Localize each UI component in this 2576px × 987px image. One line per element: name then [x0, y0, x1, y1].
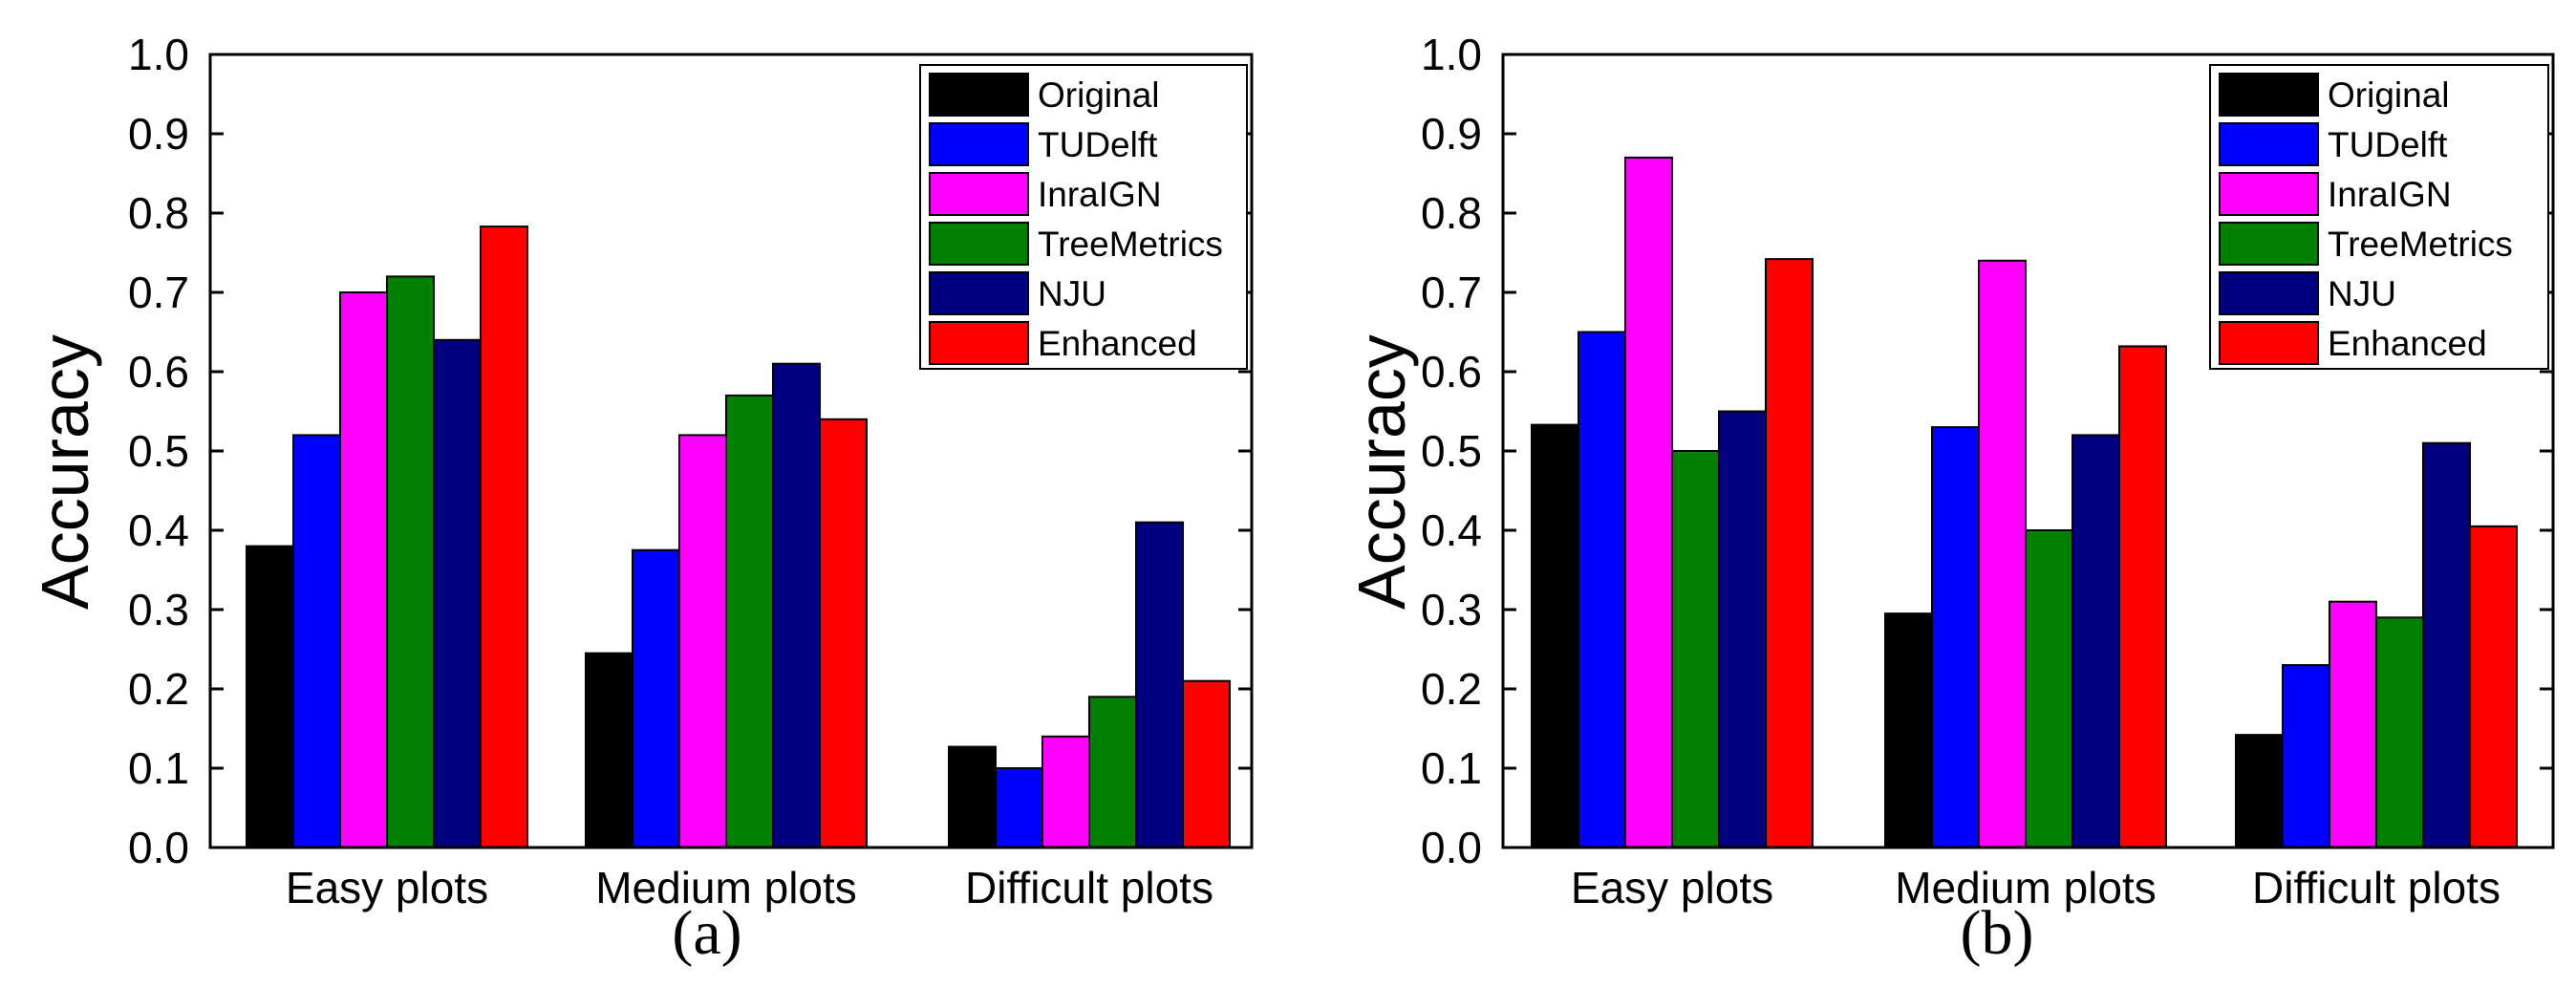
legend: Original TUDelft InraIGN TreeMetrics NJU Enha…: [2209, 64, 2549, 370]
legend-label-inraign: InraIGN: [1038, 175, 1162, 214]
bar-nju-easy-plots: [1718, 410, 1767, 848]
legend-label-tudelft: TUDelft: [2328, 125, 2448, 164]
bar-original-difficult-plots: [948, 745, 997, 849]
y-axis-label: Accuracy: [1344, 334, 1419, 610]
legend-swatch-original: [2219, 73, 2319, 117]
bar-treemetrics-medium-plots: [2025, 529, 2073, 848]
y-tick-label: 0.6: [128, 347, 189, 397]
legend-swatch-enhanced: [929, 321, 1029, 365]
legend-swatch-tudelft: [2219, 122, 2319, 166]
y-tick-label: 0.3: [1421, 585, 1482, 634]
y-tick-label: 0.5: [128, 426, 189, 476]
legend-label-treemetrics: TreeMetrics: [1038, 225, 1223, 264]
bar-inraign-difficult-plots: [2329, 600, 2377, 848]
legend-swatch-inraign: [929, 172, 1029, 216]
y-tick-label: 1.0: [1421, 30, 1482, 79]
x-category-label: Easy plots: [286, 863, 488, 912]
bar-tudelft-easy-plots: [1578, 331, 1626, 848]
panel-caption: (a): [672, 898, 741, 968]
legend-swatch-nju: [2219, 271, 2319, 315]
bar-nju-medium-plots: [2072, 434, 2120, 848]
y-tick-label: 0.6: [1421, 347, 1482, 397]
legend-swatch-treemetrics: [2219, 222, 2319, 266]
legend-swatch-original: [929, 73, 1029, 117]
bar-tudelft-difficult-plots: [995, 767, 1043, 848]
bar-nju-medium-plots: [772, 362, 821, 848]
y-tick-label: 0.4: [128, 505, 189, 555]
bar-nju-difficult-plots: [2422, 441, 2471, 848]
y-tick-label: 0.7: [1421, 268, 1482, 317]
bar-enhanced-easy-plots: [1765, 258, 1814, 848]
y-tick-label: 0.2: [128, 664, 189, 714]
bar-original-medium-plots: [585, 652, 633, 849]
x-category-label: Medium plots: [1895, 863, 2157, 912]
legend-swatch-inraign: [2219, 172, 2319, 216]
legend-label-original: Original: [2328, 75, 2450, 115]
bar-enhanced-difficult-plots: [2469, 525, 2518, 848]
legend-label-nju: NJU: [2328, 274, 2396, 313]
bar-original-medium-plots: [1884, 612, 1933, 849]
y-tick-label: 0.0: [128, 823, 189, 872]
bar-treemetrics-medium-plots: [725, 394, 774, 848]
bar-inraign-difficult-plots: [1041, 735, 1090, 848]
bar-inraign-easy-plots: [339, 291, 388, 848]
bar-enhanced-medium-plots: [819, 418, 868, 848]
bar-nju-difficult-plots: [1135, 521, 1184, 848]
bar-enhanced-easy-plots: [480, 225, 528, 849]
legend-swatch-nju: [929, 271, 1029, 315]
bar-tudelft-medium-plots: [1931, 426, 1980, 848]
bar-treemetrics-difficult-plots: [1088, 696, 1137, 848]
y-tick-label: 0.5: [1421, 426, 1482, 476]
x-category-label: Difficult plots: [965, 863, 1213, 912]
legend-swatch-tudelft: [929, 122, 1029, 166]
x-category-label: Medium plots: [595, 863, 857, 912]
bar-enhanced-medium-plots: [2118, 345, 2167, 848]
y-tick-label: 0.1: [1421, 743, 1482, 793]
y-axis-label: Accuracy: [28, 334, 102, 610]
y-tick-label: 0.9: [1421, 109, 1482, 159]
y-tick-label: 0.8: [128, 188, 189, 238]
bar-tudelft-medium-plots: [632, 548, 680, 848]
legend-label-inraign: InraIGN: [2328, 175, 2452, 214]
bar-treemetrics-difficult-plots: [2375, 616, 2424, 848]
legend-label-tudelft: TUDelft: [1038, 125, 1158, 164]
y-tick-label: 0.4: [1421, 505, 1482, 555]
y-tick-label: 0.3: [128, 585, 189, 634]
y-tick-label: 0.7: [128, 268, 189, 317]
bar-inraign-medium-plots: [1978, 259, 2027, 848]
bar-original-difficult-plots: [2235, 734, 2284, 849]
y-tick-label: 0.9: [128, 109, 189, 159]
legend-label-nju: NJU: [1038, 274, 1106, 313]
x-category-label: Easy plots: [1571, 863, 1773, 912]
bar-original-easy-plots: [246, 545, 294, 848]
legend-label-treemetrics: TreeMetrics: [2328, 225, 2513, 264]
bar-inraign-easy-plots: [1624, 156, 1673, 848]
y-tick-label: 0.8: [1421, 188, 1482, 238]
bar-inraign-medium-plots: [678, 434, 727, 848]
bar-treemetrics-easy-plots: [386, 275, 435, 848]
y-tick-label: 0.0: [1421, 823, 1482, 872]
legend-swatch-enhanced: [2219, 321, 2319, 365]
panel-caption: (b): [1961, 898, 2034, 968]
y-tick-label: 0.2: [1421, 664, 1482, 714]
y-tick-label: 1.0: [128, 30, 189, 79]
bar-tudelft-easy-plots: [292, 434, 341, 848]
bar-treemetrics-easy-plots: [1671, 450, 1720, 848]
bar-tudelft-difficult-plots: [2282, 664, 2330, 848]
legend-label-enhanced: Enhanced: [2328, 324, 2487, 363]
chart-panel-b: 0.0 0.1 0.2 0.3 0.4 0.5 0.6 0.7 0.8 0.9 1.0 Easy pl…: [1344, 30, 2555, 968]
legend-label-original: Original: [1038, 75, 1160, 115]
y-tick-label: 0.1: [128, 743, 189, 793]
bar-original-easy-plots: [1531, 423, 1579, 848]
bar-nju-easy-plots: [433, 338, 482, 848]
chart-panel-a: 0.0 0.1 0.2 0.3 0.4 0.5 0.6 0.7 0.8 0.9 1.0 Easy pl…: [28, 30, 1254, 968]
legend-label-enhanced: Enhanced: [1038, 324, 1197, 363]
x-category-label: Difficult plots: [2252, 863, 2501, 912]
bar-enhanced-difficult-plots: [1182, 679, 1231, 849]
legend-swatch-treemetrics: [929, 222, 1029, 266]
legend: Original TUDelft InraIGN TreeMetrics NJU Enha…: [919, 64, 1248, 370]
